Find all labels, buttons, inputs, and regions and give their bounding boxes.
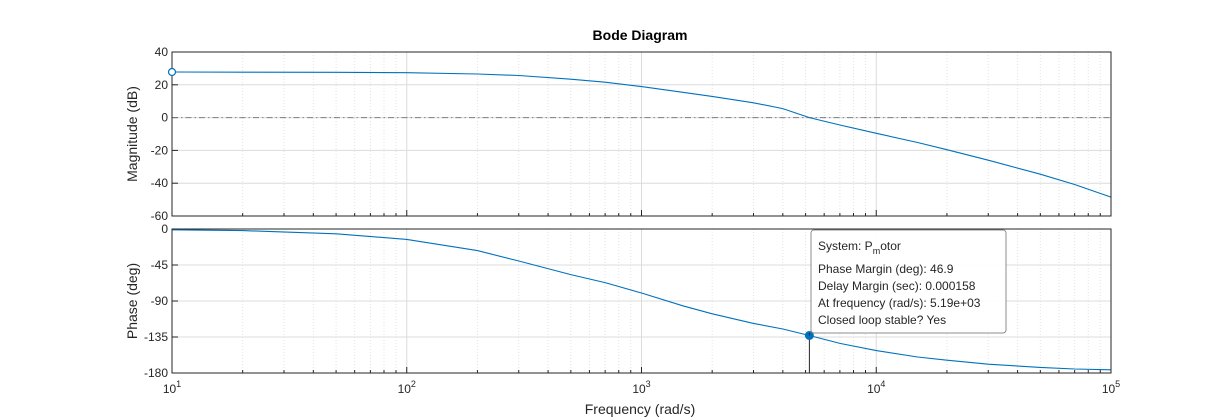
phase-y-tick-label: -45 — [151, 258, 169, 272]
magnitude-y-axis-label: Magnitude (dB) — [124, 86, 140, 182]
x-tick-label: 101 — [163, 379, 181, 396]
datatip-system: System: Pmotor — [818, 239, 901, 256]
x-tick-label: 103 — [632, 379, 650, 396]
x-tick-label: 105 — [1102, 379, 1120, 396]
datatip[interactable]: System: Pmotor Phase Margin (deg): 46.9 De… — [808, 229, 1007, 336]
phase-axes: 0 -45 -90 -135 -180 Phase (deg) — [124, 222, 1112, 380]
phase-y-axis-label: Phase (deg) — [124, 263, 140, 339]
magnitude-y-tick-label: -20 — [151, 143, 169, 157]
magnitude-marker-point[interactable] — [167, 67, 177, 77]
x-tick-label: 102 — [398, 379, 416, 396]
phase-axes-box — [171, 228, 1112, 374]
magnitude-y-tick-label: 20 — [155, 78, 169, 92]
magnitude-y-tick-label: -60 — [151, 209, 169, 223]
datatip-stability: Closed loop stable? Yes — [818, 313, 946, 327]
datatip-phase-margin: Phase Margin (deg): 46.9 — [818, 262, 954, 276]
chart-title: Bode Diagram — [593, 27, 688, 43]
phase-y-tick-label: 0 — [161, 222, 168, 236]
phase-y-tick-label: -90 — [151, 294, 169, 308]
magnitude-series-line — [171, 71, 1112, 198]
magnitude-y-tick-label: 0 — [161, 111, 168, 125]
magnitude-axes-box — [171, 51, 1112, 217]
magnitude-y-tick-label: 40 — [155, 45, 169, 59]
phase-y-tick-label: -180 — [144, 366, 168, 380]
phase-series-line — [171, 229, 1112, 371]
phase-y-tick-label: -135 — [144, 330, 168, 344]
datatip-delay-margin: Delay Margin (sec): 0.000158 — [818, 279, 976, 293]
magnitude-y-tick-label: -40 — [151, 176, 169, 190]
plot-area: 40 20 0 -20 -40 -60 Magnitude (dB) 0 -45 -90 -135 -… — [124, 45, 1120, 396]
datatip-box — [810, 229, 1007, 334]
x-axis-label: Frequency (rad/s) — [585, 401, 695, 417]
magnitude-axes: 40 20 0 -20 -40 -60 Magnitude (dB) — [124, 45, 1112, 223]
x-tick-label: 104 — [867, 379, 885, 396]
datatip-frequency: At frequency (rad/s): 5.19e+03 — [818, 296, 981, 310]
